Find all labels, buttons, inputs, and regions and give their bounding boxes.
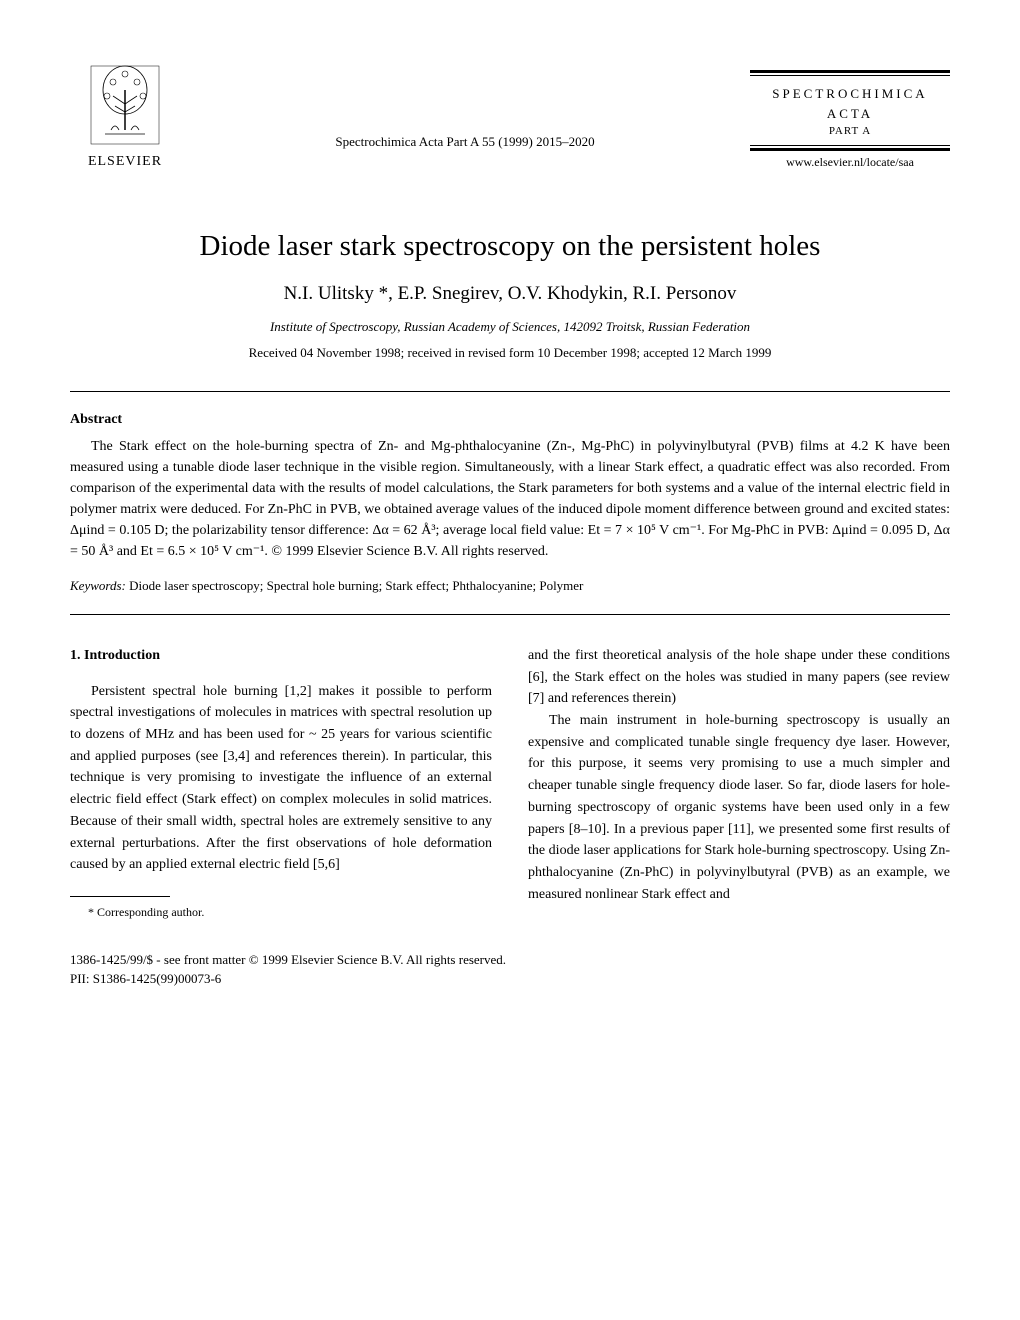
header-row: ELSEVIER Spectrochimica Acta Part A 55 (… bbox=[70, 60, 950, 170]
rule-icon bbox=[750, 75, 950, 76]
citation: Spectrochimica Acta Part A 55 (1999) 201… bbox=[180, 134, 750, 170]
footer-pii: PII: S1386-1425(99)00073-6 bbox=[70, 970, 950, 988]
paragraph: Persistent spectral hole burning [1,2] m… bbox=[70, 681, 492, 876]
footnote-rule-icon bbox=[70, 896, 170, 897]
keywords-label: Keywords: bbox=[70, 578, 126, 593]
paragraph: and the first theoretical analysis of th… bbox=[528, 645, 950, 710]
affiliation: Institute of Spectroscopy, Russian Acade… bbox=[70, 319, 950, 335]
body-columns: 1. Introduction Persistent spectral hole… bbox=[70, 645, 950, 921]
rule-icon bbox=[750, 70, 950, 73]
footer-block: 1386-1425/99/$ - see front matter © 1999… bbox=[70, 951, 950, 987]
abstract-heading: Abstract bbox=[70, 412, 950, 428]
article-title: Diode laser stark spectroscopy on the pe… bbox=[70, 230, 950, 263]
horizontal-rule-icon bbox=[70, 391, 950, 392]
section-heading: 1. Introduction bbox=[70, 645, 492, 667]
rule-icon bbox=[750, 145, 950, 146]
journal-url: www.elsevier.nl/locate/saa bbox=[750, 155, 950, 170]
journal-name-line2: ACTA bbox=[750, 104, 950, 124]
column-right: and the first theoretical analysis of th… bbox=[528, 645, 950, 921]
paragraph: The main instrument in hole-burning spec… bbox=[528, 710, 950, 905]
keywords-text: Diode laser spectroscopy; Spectral hole … bbox=[126, 578, 584, 593]
abstract-text: The Stark effect on the hole-burning spe… bbox=[70, 436, 950, 562]
column-left: 1. Introduction Persistent spectral hole… bbox=[70, 645, 492, 921]
elsevier-tree-icon bbox=[85, 60, 165, 150]
journal-part: PART A bbox=[750, 125, 950, 137]
journal-name-line1: SPECTROCHIMICA bbox=[750, 84, 950, 104]
horizontal-rule-icon bbox=[70, 614, 950, 615]
rule-icon bbox=[750, 148, 950, 151]
footer-copyright: 1386-1425/99/$ - see front matter © 1999… bbox=[70, 951, 950, 969]
received-dates: Received 04 November 1998; received in r… bbox=[70, 345, 950, 361]
footnote: * Corresponding author. bbox=[70, 903, 492, 922]
publisher-block: ELSEVIER bbox=[70, 60, 180, 170]
publisher-name: ELSEVIER bbox=[88, 154, 162, 170]
keywords: Keywords: Diode laser spectroscopy; Spec… bbox=[70, 578, 950, 594]
authors: N.I. Ulitsky *, E.P. Snegirev, O.V. Khod… bbox=[70, 283, 950, 305]
journal-block: SPECTROCHIMICA ACTA PART A www.elsevier.… bbox=[750, 70, 950, 170]
